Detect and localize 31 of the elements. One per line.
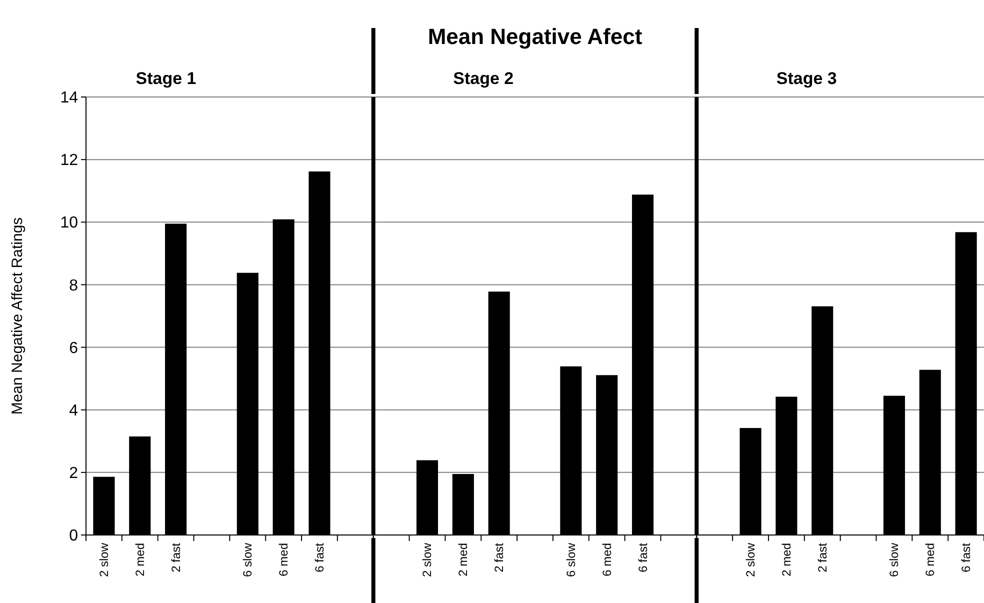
x-tick-label: 6 fast bbox=[636, 542, 650, 572]
x-tick-label: 2 fast bbox=[492, 542, 506, 572]
y-tick-label: 2 bbox=[69, 465, 78, 482]
chart-subtitle: Stage 1 bbox=[136, 69, 196, 88]
x-tick-label: 6 med bbox=[923, 543, 938, 576]
x-tick-label: 6 fast bbox=[959, 542, 974, 572]
y-tick-label: 8 bbox=[69, 277, 78, 294]
x-tick-label: 6 slow bbox=[240, 542, 255, 578]
x-tick-label: 2 slow bbox=[96, 542, 111, 578]
x-tick-label: 2 fast bbox=[168, 542, 183, 572]
y-tick-label: 12 bbox=[60, 152, 78, 170]
y-tick-label: 10 bbox=[60, 214, 78, 232]
x-tick-label: 2 med bbox=[132, 543, 147, 576]
y-tick-label: 6 bbox=[69, 340, 78, 357]
x-tick-label: 6 slow bbox=[887, 542, 902, 578]
chart-subtitle: Stage 3 bbox=[776, 69, 837, 88]
x-tick-label: 6 med bbox=[600, 543, 614, 576]
y-tick-label: 4 bbox=[69, 402, 78, 420]
y-tick-label: 14 bbox=[60, 90, 78, 107]
y-tick-label: 0 bbox=[69, 528, 78, 545]
x-tick-label: 2 slow bbox=[744, 542, 758, 578]
x-tick-label: 6 med bbox=[276, 543, 291, 576]
x-tick-label: 2 med bbox=[456, 543, 470, 576]
chart-title: Mean Negative Afect bbox=[428, 24, 643, 49]
y-axis-title: Mean Negative Affect Ratings bbox=[9, 217, 26, 415]
x-tick-label: 6 slow bbox=[564, 542, 578, 578]
x-tick-label: 2 med bbox=[779, 543, 794, 576]
chart-subtitle: Stage 2 bbox=[453, 69, 514, 88]
x-tick-label: 2 slow bbox=[420, 542, 434, 578]
x-tick-label: 6 fast bbox=[312, 542, 326, 572]
x-tick-label: 2 fast bbox=[815, 542, 830, 572]
